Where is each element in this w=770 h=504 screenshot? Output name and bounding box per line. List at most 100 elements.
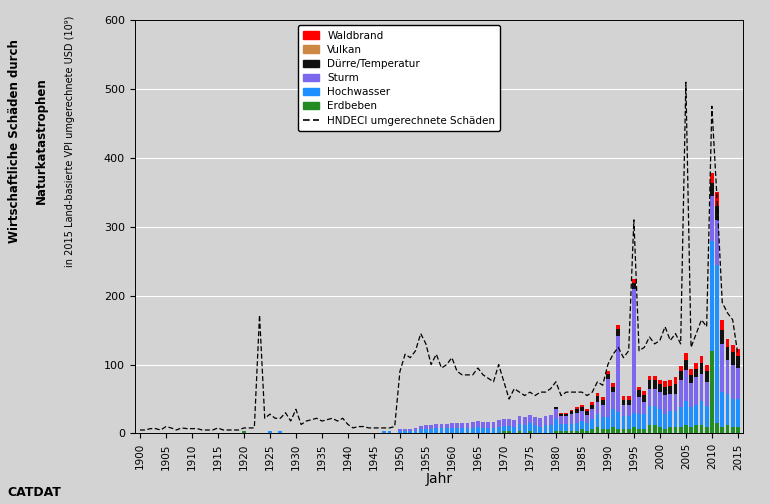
Bar (637, 387, 641, 390)
Bar (678, 371, 683, 380)
Bar (710, 240, 714, 351)
Bar (564, 413, 568, 414)
Bar (637, 390, 641, 397)
Bar (580, 429, 584, 433)
Bar (663, 381, 667, 387)
Bar (668, 386, 672, 394)
Bar (736, 368, 740, 399)
Bar (648, 381, 651, 389)
Bar (642, 391, 646, 395)
Bar (554, 419, 557, 431)
Bar (523, 417, 527, 425)
Bar (720, 344, 725, 392)
Text: CATDAT: CATDAT (8, 486, 62, 499)
Bar (725, 360, 729, 394)
Bar (512, 420, 516, 426)
Bar (450, 428, 454, 433)
Bar (627, 429, 631, 433)
Bar (705, 426, 708, 433)
Bar (699, 401, 704, 425)
Bar (574, 423, 578, 431)
Bar (720, 330, 725, 344)
Bar (642, 429, 646, 433)
Bar (658, 380, 661, 384)
Bar (601, 405, 604, 417)
Bar (715, 206, 719, 220)
Bar (580, 407, 584, 411)
Bar (419, 428, 423, 433)
Bar (570, 411, 574, 414)
Bar (591, 429, 594, 433)
Bar (699, 356, 704, 363)
Bar (538, 418, 542, 426)
Bar (497, 426, 501, 433)
Bar (595, 394, 599, 396)
Bar (699, 373, 704, 401)
Bar (611, 409, 615, 426)
Bar (695, 369, 698, 377)
Bar (695, 363, 698, 369)
Bar (731, 364, 735, 399)
Bar (648, 406, 651, 425)
Bar (601, 417, 604, 429)
Bar (731, 399, 735, 426)
Bar (476, 421, 480, 426)
Bar (606, 371, 610, 374)
Bar (611, 426, 615, 433)
Bar (570, 431, 574, 433)
Bar (564, 414, 568, 416)
Bar (668, 411, 672, 426)
Bar (731, 352, 735, 364)
Bar (242, 431, 246, 433)
Bar (731, 345, 735, 352)
Bar (627, 400, 631, 405)
Bar (434, 424, 438, 428)
Bar (481, 422, 485, 428)
Bar (715, 265, 719, 423)
Bar (736, 349, 740, 356)
Bar (487, 428, 490, 433)
Bar (705, 382, 708, 406)
Bar (689, 383, 693, 407)
Bar (383, 431, 387, 433)
Bar (424, 428, 428, 433)
Bar (668, 381, 672, 386)
Bar (611, 383, 615, 387)
Bar (616, 325, 620, 330)
Bar (595, 426, 599, 433)
Bar (684, 353, 688, 360)
Bar (419, 426, 423, 428)
Bar (559, 431, 563, 433)
Bar (403, 431, 407, 433)
Bar (627, 396, 631, 400)
Bar (705, 406, 708, 426)
Bar (695, 377, 698, 405)
Bar (507, 431, 511, 433)
Bar (517, 416, 521, 424)
Bar (648, 425, 651, 433)
Bar (699, 425, 704, 433)
Bar (606, 374, 610, 379)
Bar (549, 425, 553, 433)
Bar (554, 409, 557, 419)
Bar (507, 426, 511, 431)
Bar (450, 423, 454, 428)
Bar (684, 360, 688, 370)
Bar (674, 394, 678, 411)
Bar (470, 422, 474, 428)
Bar (497, 420, 501, 426)
Bar (668, 394, 672, 411)
Bar (502, 431, 506, 433)
Bar (632, 289, 636, 413)
Bar (580, 411, 584, 421)
Bar (627, 405, 631, 415)
Bar (585, 423, 589, 431)
Bar (544, 425, 547, 433)
Text: in 2015 Land-basierte VPI umgerechnete USD (10⁹): in 2015 Land-basierte VPI umgerechnete U… (65, 16, 75, 267)
Bar (528, 415, 532, 423)
Bar (487, 422, 490, 428)
Bar (517, 424, 521, 431)
Bar (429, 428, 433, 433)
Legend: Waldbrand, Vulkan, Dürre/Temperatur, Sturm, Hochwasser, Erdbeben, HNDECI umgerec: Waldbrand, Vulkan, Dürre/Temperatur, Stu… (298, 25, 500, 131)
Bar (601, 429, 604, 433)
